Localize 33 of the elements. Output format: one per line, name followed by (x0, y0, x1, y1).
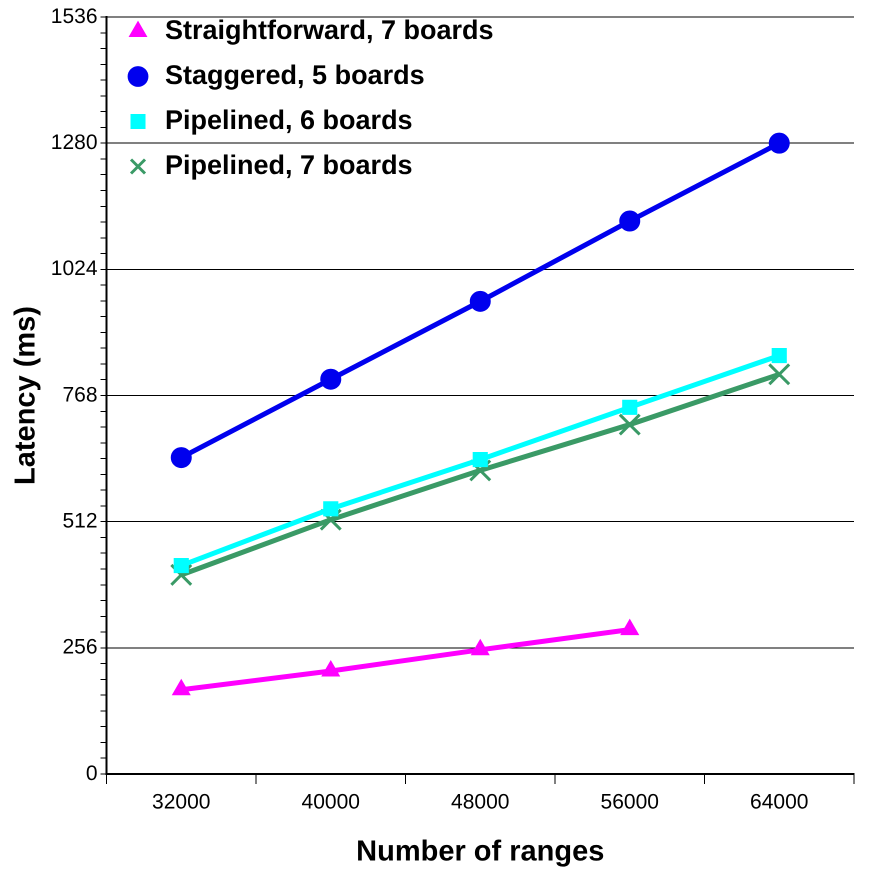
point (170, 447, 192, 468)
point (174, 558, 189, 574)
point (768, 362, 791, 386)
point (618, 413, 642, 436)
point (319, 508, 342, 532)
point (472, 452, 488, 468)
legend-label: Straightforward, 7 boards (165, 14, 494, 45)
point (470, 290, 491, 312)
point (170, 563, 193, 586)
legend-label: Pipelined, 6 boards (165, 104, 413, 135)
y-tick-label: 1536 (50, 4, 98, 28)
y-tick-label: 256 (62, 636, 98, 659)
x-tick-label: 64000 (750, 790, 808, 814)
point (320, 368, 342, 390)
y-axis-title: Latency (ms) (9, 306, 42, 485)
point (468, 459, 492, 482)
point (768, 132, 790, 154)
x-tick-label: 32000 (152, 790, 210, 814)
y-tick-label: 1024 (50, 257, 98, 280)
y-tick-label: 512 (62, 509, 98, 532)
point (622, 400, 638, 415)
x-axis-title: Number of ranges (356, 836, 604, 868)
legend-label: Pipelined, 7 boards (165, 150, 413, 180)
y-tick-label: 0 (86, 762, 98, 785)
x-tick-label: 48000 (451, 790, 510, 814)
legend-label: Staggered, 5 boards (165, 60, 425, 90)
y-tick-label: 1280 (50, 130, 98, 154)
point (323, 501, 338, 516)
x-tick-label: 40000 (302, 790, 360, 814)
x-tick-label: 56000 (600, 790, 659, 814)
point (772, 348, 787, 364)
point (619, 210, 640, 232)
y-tick-label: 768 (62, 383, 98, 406)
